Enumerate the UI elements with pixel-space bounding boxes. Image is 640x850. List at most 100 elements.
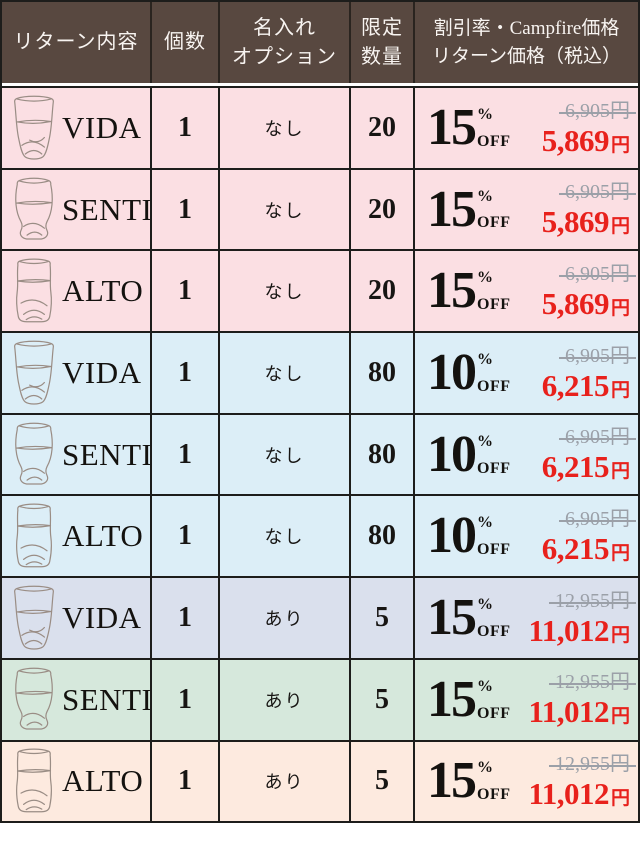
naming-option-value: あり xyxy=(264,690,305,711)
discounted-price: 5,869 円 xyxy=(541,285,630,321)
price-stack: 6,905円 5,869 円 xyxy=(541,99,636,158)
discounted-price-value: 6,215 xyxy=(541,367,610,403)
naming-option-value: なし xyxy=(264,445,305,466)
table-row: VIDA 1 あり 5 15 % OFF 12,955円 11,012 円 xyxy=(2,576,638,658)
discount-badge: 10 % OFF xyxy=(427,425,511,483)
pricing-table: リターン内容 個数 名入れ オプション 限定 数量 割引率・Campfire価格… xyxy=(0,0,640,824)
discount-suffix: % OFF xyxy=(475,186,511,234)
quantity-value: 1 xyxy=(178,356,192,388)
table-row: SENTI 1 なし 20 15 % OFF 6,905円 5,869 円 xyxy=(2,167,638,250)
original-price: 6,905円 xyxy=(559,99,636,122)
alto-glass-icon xyxy=(8,744,60,818)
limited-quantity-value: 80 xyxy=(368,520,396,552)
return-contents-cell: ALTO xyxy=(2,741,152,822)
discount-suffix: % OFF xyxy=(475,676,511,724)
quantity-value: 1 xyxy=(178,193,192,225)
quantity-cell: 1 xyxy=(152,251,220,332)
original-price: 6,905円 xyxy=(559,262,636,285)
product-name: SENTI xyxy=(62,191,152,227)
yen-suffix: 円 xyxy=(610,379,630,401)
price-stack: 12,955円 11,012 円 xyxy=(528,752,636,811)
table-body: VIDA 1 なし 20 15 % OFF 6,905円 5,869 円 xyxy=(2,86,638,822)
limited-quantity-value: 5 xyxy=(375,601,389,633)
discount-percent-value: 15 xyxy=(427,752,477,810)
header-limited-quantity: 限定 数量 xyxy=(351,2,415,83)
quantity-cell: 1 xyxy=(152,496,220,577)
off-label: OFF xyxy=(477,786,511,804)
off-label: OFF xyxy=(477,377,511,395)
discounted-price-value: 5,869 xyxy=(541,285,610,321)
limited-quantity-value: 5 xyxy=(375,765,389,797)
naming-option-cell: あり xyxy=(220,659,351,740)
price-cell: 15 % OFF 12,955円 11,012 円 xyxy=(415,742,638,822)
limited-quantity-value: 80 xyxy=(368,438,396,470)
price-stack: 6,905円 6,215 円 xyxy=(541,425,636,485)
price-stack: 12,955円 11,012 円 xyxy=(528,670,636,729)
limited-quantity-cell: 5 xyxy=(351,578,415,658)
naming-option-cell: なし xyxy=(220,414,351,495)
original-price: 6,905円 xyxy=(559,181,636,204)
discount-badge: 10 % OFF xyxy=(427,347,511,399)
discounted-price: 5,869 円 xyxy=(541,122,630,158)
discount-percent-value: 15 xyxy=(427,670,477,728)
price-cell: 15 % OFF 6,905円 5,869 円 xyxy=(415,170,638,250)
limited-quantity-cell: 80 xyxy=(351,333,415,413)
quantity-value: 1 xyxy=(178,765,192,797)
naming-option-cell: なし xyxy=(220,169,351,250)
table-row: VIDA 1 なし 80 10 % OFF 6,905円 6,215 円 xyxy=(2,331,638,413)
return-contents-cell: ALTO xyxy=(2,251,152,332)
off-label: OFF xyxy=(477,541,511,559)
limited-quantity-value: 20 xyxy=(368,193,396,225)
discounted-price-value: 6,215 xyxy=(541,449,610,485)
price-stack: 6,905円 6,215 円 xyxy=(541,344,636,403)
header-limited-quantity-line1: 限定 xyxy=(361,16,403,39)
header-naming-option: 名入れ オプション xyxy=(220,2,351,83)
original-price: 12,955円 xyxy=(549,753,636,776)
percent-sign: % xyxy=(477,677,493,695)
quantity-value: 1 xyxy=(178,683,192,715)
discount-suffix: % OFF xyxy=(475,267,511,315)
discount-percent-value: 15 xyxy=(427,262,477,320)
yen-suffix: 円 xyxy=(610,706,630,728)
percent-sign: % xyxy=(477,432,493,450)
percent-sign: % xyxy=(477,596,493,614)
header-naming-option-line1: 名入れ xyxy=(253,16,316,39)
quantity-cell: 1 xyxy=(152,741,220,822)
header-price: 割引率・Campfire価格 リターン価格（税込） xyxy=(415,2,638,83)
price-stack: 6,905円 5,869 円 xyxy=(542,180,636,239)
naming-option-value: なし xyxy=(264,118,305,139)
table-row: VIDA 1 なし 20 15 % OFF 6,905円 5,869 円 xyxy=(2,86,638,168)
discounted-price-value: 6,215 xyxy=(541,531,610,566)
yen-suffix: 円 xyxy=(610,461,630,483)
discount-badge: 15 % OFF xyxy=(427,98,511,156)
quantity-cell: 1 xyxy=(152,333,220,413)
product-name: ALTO xyxy=(62,518,144,554)
header-price-line2: リターン価格（税込） xyxy=(431,45,622,67)
discounted-price: 6,215 円 xyxy=(541,531,630,566)
discounted-price-value: 5,869 xyxy=(541,122,610,158)
quantity-cell: 1 xyxy=(152,414,220,495)
discount-percent-value: 10 xyxy=(427,425,477,483)
return-contents-cell: SENTI xyxy=(2,169,152,250)
discount-suffix: % OFF xyxy=(475,594,511,642)
vida-glass-icon xyxy=(8,91,60,165)
off-label: OFF xyxy=(477,214,511,232)
quantity-cell: 1 xyxy=(152,88,220,168)
discount-percent-value: 15 xyxy=(427,98,477,156)
price-cell: 10 % OFF 6,905円 6,215 円 xyxy=(415,415,638,495)
limited-quantity-value: 5 xyxy=(375,683,389,715)
original-price: 6,905円 xyxy=(559,508,636,530)
vida-glass-icon xyxy=(8,336,60,410)
limited-quantity-cell: 5 xyxy=(351,741,415,822)
percent-sign: % xyxy=(477,350,493,368)
price-cell: 15 % OFF 6,905円 5,869 円 xyxy=(415,251,638,331)
header-quantity-label: 個数 xyxy=(164,31,206,53)
return-contents-cell: SENTI xyxy=(2,659,152,740)
naming-option-value: なし xyxy=(264,363,305,384)
percent-sign: % xyxy=(477,514,493,532)
naming-option-cell: あり xyxy=(220,741,351,822)
naming-option-value: あり xyxy=(264,772,305,793)
naming-option-cell: なし xyxy=(220,333,351,413)
header-quantity: 個数 xyxy=(152,2,220,83)
discount-badge: 10 % OFF xyxy=(427,510,511,562)
